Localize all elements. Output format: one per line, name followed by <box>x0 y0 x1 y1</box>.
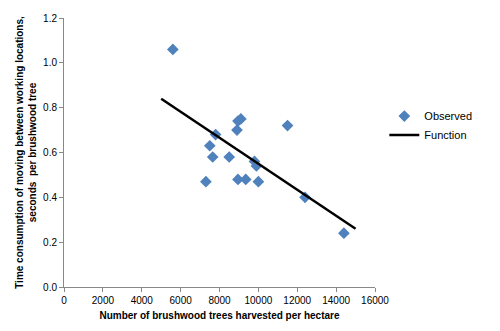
svg-text:8000: 8000 <box>208 295 231 306</box>
svg-text:0.8: 0.8 <box>43 102 57 113</box>
svg-text:Observed: Observed <box>424 110 472 122</box>
svg-text:12000: 12000 <box>283 295 311 306</box>
svg-text:0: 0 <box>61 295 67 306</box>
svg-text:2000: 2000 <box>92 295 115 306</box>
svg-text:1.0: 1.0 <box>43 57 57 68</box>
svg-text:Time consumption of moving bet: Time consumption of moving between worki… <box>14 16 38 289</box>
svg-text:0.2: 0.2 <box>43 237 57 248</box>
svg-text:16000: 16000 <box>361 295 389 306</box>
svg-text:0.6: 0.6 <box>43 147 57 158</box>
svg-text:0.4: 0.4 <box>43 192 57 203</box>
svg-text:Number of brushwood trees harv: Number of brushwood trees harvested per … <box>99 310 340 321</box>
svg-text:10000: 10000 <box>244 295 272 306</box>
svg-text:4000: 4000 <box>131 295 154 306</box>
svg-text:0.0: 0.0 <box>43 282 57 293</box>
svg-text:6000: 6000 <box>170 295 193 306</box>
svg-text:1.2: 1.2 <box>43 13 57 24</box>
svg-text:14000: 14000 <box>322 295 350 306</box>
svg-text:Function: Function <box>424 129 466 141</box>
